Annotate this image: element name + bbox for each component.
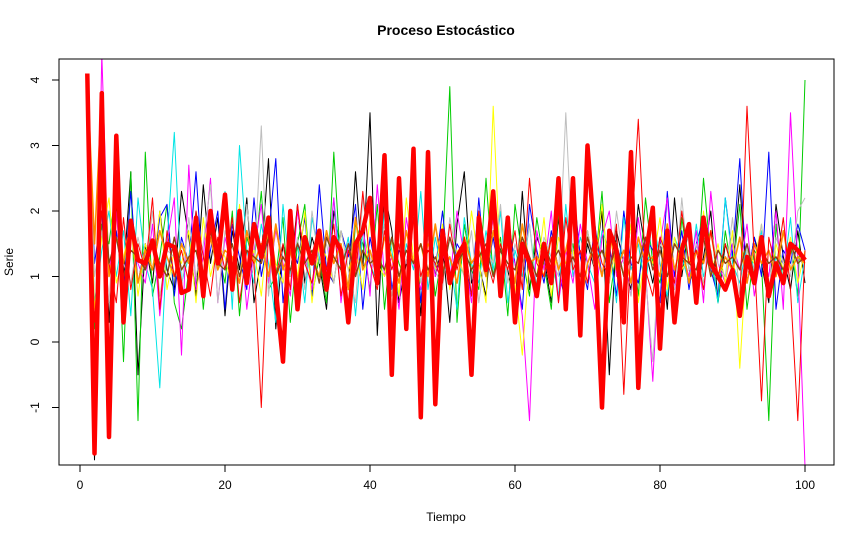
x-tick-label: 40 xyxy=(363,478,377,492)
x-tick-label: 60 xyxy=(508,478,522,492)
y-axis: -1 0 1 2 3 4 xyxy=(28,76,60,413)
y-tick-label: -1 xyxy=(28,402,42,413)
y-tick-label: 4 xyxy=(28,76,42,83)
y-tick-label: 1 xyxy=(28,273,42,280)
series-line-11 xyxy=(85,73,807,456)
x-tick-label: 20 xyxy=(218,478,232,492)
x-tick-label: 100 xyxy=(795,478,815,492)
x-tick-label: 0 xyxy=(77,478,84,492)
series-layer xyxy=(85,59,807,465)
y-tick-label: 2 xyxy=(28,207,42,214)
x-tick-label: 80 xyxy=(653,478,667,492)
series-line-1 xyxy=(86,73,806,461)
y-tick-label: 0 xyxy=(28,338,42,345)
y-tick-label: 3 xyxy=(28,142,42,149)
chart-title: Proceso Estocástico xyxy=(377,22,515,38)
x-axis-label: Tiempo xyxy=(426,510,466,524)
x-axis: 0 20 40 60 80 100 xyxy=(77,464,815,492)
y-axis-label: Serie xyxy=(2,248,16,276)
